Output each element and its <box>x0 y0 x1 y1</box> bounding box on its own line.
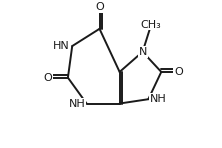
Text: NH: NH <box>150 94 166 104</box>
Text: N: N <box>138 47 147 57</box>
Text: O: O <box>44 73 52 83</box>
Text: O: O <box>95 2 104 12</box>
Text: CH₃: CH₃ <box>141 20 162 29</box>
Text: O: O <box>174 67 183 77</box>
Text: NH: NH <box>68 99 85 108</box>
Text: HN: HN <box>53 41 69 51</box>
